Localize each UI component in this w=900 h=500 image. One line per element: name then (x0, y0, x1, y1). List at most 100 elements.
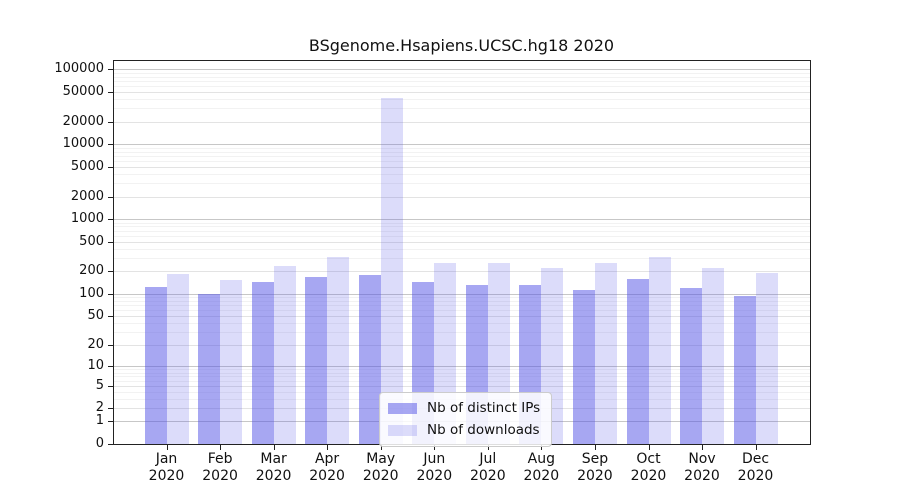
bar-distinct-ips-mar (251, 281, 274, 444)
y-tick (108, 344, 113, 346)
bar-downloads-apr (327, 256, 350, 444)
gridline (113, 151, 810, 153)
x-tick (648, 445, 650, 450)
x-tick-label: Dec 2020 (724, 451, 788, 485)
x-tick-label: Mar 2020 (242, 451, 306, 485)
y-tick-label: 100 (79, 285, 104, 301)
gridline (113, 183, 810, 185)
y-tick (108, 271, 113, 273)
gridline (113, 293, 810, 295)
gridline (113, 69, 810, 71)
x-label-month: May (366, 451, 396, 467)
gridline (113, 380, 810, 382)
x-label-year: 2020 (577, 468, 613, 484)
gridline (113, 271, 810, 273)
gridline (113, 222, 810, 224)
gridline (113, 310, 810, 312)
x-tick (702, 445, 703, 450)
gridline (113, 80, 810, 82)
bar-distinct-ips-may (358, 275, 381, 444)
legend-swatch-downloads-icon (388, 424, 417, 436)
x-label-month: Nov (688, 451, 716, 467)
gridline (113, 230, 810, 232)
x-tick-label: Feb 2020 (188, 451, 252, 485)
spine-right (810, 60, 811, 445)
bar-downloads-mar (273, 265, 296, 444)
x-tick (220, 445, 222, 450)
x-tick-label: Sep 2020 (563, 451, 627, 485)
y-tick (108, 219, 113, 221)
y-tick-label: 500 (79, 233, 104, 249)
gridline (113, 365, 810, 367)
gridline (113, 174, 810, 175)
gridline (113, 248, 810, 250)
gridline (113, 160, 810, 162)
x-tick-label: Nov 2020 (670, 451, 734, 485)
y-tick-label: 100000 (54, 61, 104, 77)
chart-title: BSgenome.Hsapiens.UCSC.hg18 2020 (308, 36, 615, 55)
x-label-month: Mar (260, 451, 287, 467)
y-tick-label: 20000 (62, 113, 104, 129)
gridline (113, 108, 810, 110)
y-tick (108, 385, 113, 387)
x-tick-label: Aug 2020 (509, 451, 573, 485)
x-label-month: Aug (527, 451, 555, 467)
y-tick-label: 50 (87, 308, 104, 323)
x-tick (541, 445, 543, 450)
gridline (113, 85, 810, 87)
x-tick-label: May 2020 (349, 451, 413, 485)
x-label-year: 2020 (309, 468, 345, 484)
y-tick-label: 10000 (62, 136, 104, 152)
gridline (113, 332, 810, 334)
y-tick-label: 5 (95, 377, 104, 393)
x-label-year: 2020 (255, 468, 292, 484)
y-tick (108, 91, 113, 93)
x-tick (166, 445, 168, 450)
bar-downloads-sep (594, 262, 617, 444)
x-tick-label: Jul 2020 (456, 451, 520, 485)
y-tick (108, 121, 113, 123)
y-tick-label: 2000 (70, 188, 104, 204)
x-label-month: Jul (479, 451, 497, 467)
gridline (113, 226, 810, 228)
x-label-month: Oct (636, 451, 661, 467)
bar-distinct-ips-jan (144, 286, 167, 444)
x-label-month: Jun (423, 451, 446, 467)
y-tick-label: 0 (95, 436, 104, 451)
y-tick-label: 2 (95, 400, 104, 416)
gridline (113, 144, 810, 146)
legend-item-downloads: Nb of downloads (388, 422, 540, 438)
gridline (113, 241, 810, 243)
gridline (113, 344, 810, 346)
gridline (113, 91, 810, 93)
x-label-year: 2020 (202, 468, 238, 484)
legend: Nb of distinct IPs Nb of downloads (379, 392, 553, 447)
x-label-year: 2020 (416, 468, 453, 484)
x-tick (434, 445, 436, 450)
gridline (113, 376, 810, 378)
x-label-month: Jan (155, 451, 178, 467)
y-tick (108, 69, 113, 71)
gridline (113, 316, 810, 317)
x-tick-label: Jan 2020 (135, 451, 199, 485)
bar-downloads-jan (166, 274, 189, 444)
y-tick-label: 1 (95, 413, 104, 429)
gridline (113, 76, 810, 78)
gridline (113, 301, 810, 302)
y-tick-label: 50000 (62, 83, 104, 99)
bar-downloads-oct (648, 256, 671, 444)
y-tick-label: 5000 (70, 158, 104, 174)
y-tick (108, 444, 113, 445)
y-tick (108, 408, 113, 410)
x-tick-label: Oct 2020 (617, 451, 681, 485)
y-tick (108, 421, 113, 423)
y-tick-label: 200 (79, 263, 104, 279)
x-label-month: Dec (741, 451, 770, 467)
spine-left (113, 60, 114, 444)
bar-downloads-nov (702, 268, 724, 444)
gridline (113, 121, 810, 123)
plot-area (113, 60, 810, 444)
x-tick-label: Jun 2020 (402, 451, 466, 485)
y-tick (108, 293, 113, 295)
